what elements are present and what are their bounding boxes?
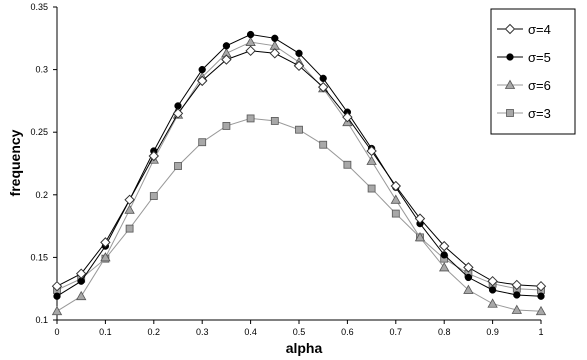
x-tick-label: 0.4: [244, 327, 257, 337]
data-point: [367, 184, 376, 193]
data-point: [76, 290, 87, 301]
data-point: [172, 108, 184, 119]
data-point: [414, 213, 426, 224]
data-point: [390, 180, 402, 192]
legend-item: σ=3: [497, 106, 551, 121]
data-point: [414, 232, 426, 242]
y-axis-title: frequency: [7, 129, 23, 196]
data-point: [174, 162, 182, 170]
data-point: [295, 125, 303, 134]
data-point: [270, 117, 279, 125]
data-point: [222, 42, 231, 50]
data-point: [366, 145, 377, 157]
x-tick-label: 0: [54, 327, 59, 337]
y-tick-label: 0.25: [30, 127, 48, 137]
legend-label: σ=4: [528, 22, 551, 37]
legend-marker: [506, 109, 514, 117]
data-point: [342, 111, 353, 123]
data-point: [511, 279, 523, 291]
data-point: [53, 292, 61, 300]
data-point: [343, 160, 352, 169]
data-point: [269, 48, 281, 59]
data-point: [317, 81, 329, 93]
data-point: [100, 252, 111, 262]
x-tick-label: 0.6: [341, 327, 354, 337]
data-point: [535, 305, 547, 316]
x-tick-label: 0.9: [486, 327, 499, 337]
data-point: [440, 251, 448, 259]
data-point: [390, 194, 401, 204]
data-point: [488, 286, 497, 294]
legend-label: σ=6: [528, 78, 551, 93]
legend-items: σ=4 σ=5 σ=6 σ=3: [497, 22, 551, 121]
data-point: [51, 305, 63, 316]
data-point: [293, 60, 305, 72]
legend-label: σ=5: [528, 50, 551, 65]
x-tick-label: 0.8: [438, 327, 451, 337]
data-point: [439, 262, 450, 272]
y-tick-label: 0.1: [35, 315, 48, 325]
data-point: [124, 204, 135, 214]
data-point: [511, 304, 522, 314]
data-point: [246, 114, 255, 123]
data-point: [125, 224, 134, 233]
legend-item: σ=5: [497, 50, 551, 65]
data-point: [319, 74, 327, 83]
data-point: [198, 65, 206, 74]
x-tick-label: 0.7: [390, 327, 403, 337]
data-point: [463, 262, 474, 273]
series-0: [51, 45, 547, 292]
data-point: [438, 240, 450, 252]
data-point: [245, 36, 256, 46]
data-point: [463, 284, 474, 294]
data-point: [295, 49, 303, 57]
x-axis-title: alpha: [286, 340, 323, 356]
data-point: [464, 273, 473, 282]
x-tick-label: 1: [538, 327, 543, 337]
data-point: [366, 155, 377, 165]
x-tick-label: 0.5: [293, 327, 306, 337]
data-point: [535, 280, 547, 292]
data-point: [149, 192, 158, 200]
data-point: [319, 140, 328, 149]
data-point: [222, 122, 231, 130]
data-point: [487, 298, 498, 308]
data-point: [148, 150, 160, 162]
legend-marker: [506, 53, 514, 61]
data-point: [271, 34, 279, 42]
x-ticks: 0 0.1 0.2 0.3 0.4 0.5 0.6 0.7 0.8 0.9 1: [54, 320, 544, 337]
data-point: [245, 45, 256, 57]
data-point: [221, 54, 232, 65]
data-point: [487, 275, 498, 287]
legend-item: σ=6: [497, 78, 551, 93]
data-point: [246, 30, 255, 39]
data-point: [51, 280, 63, 292]
data-point: [124, 194, 135, 206]
y-tick-label: 0.35: [30, 2, 48, 12]
data-point: [75, 268, 87, 279]
legend-label: σ=3: [528, 106, 551, 121]
legend: σ=4 σ=5 σ=6 σ=3: [490, 8, 576, 135]
x-tick-label: 0.2: [148, 327, 161, 337]
plot-area: 0 0.1 0.2 0.3 0.4 0.5 0.6 0.7 0.8 0.9 1 0.1 0.15 0.2…: [30, 2, 547, 337]
data-point: [391, 209, 400, 218]
x-tick-label: 0.1: [99, 327, 112, 337]
legend-marker: [504, 23, 516, 35]
data-point: [198, 138, 207, 147]
x-tick-label: 0.3: [196, 327, 209, 337]
data-point: [513, 291, 521, 299]
y-tick-label: 0.2: [35, 190, 48, 200]
series-layer: [51, 30, 547, 316]
y-tick-label: 0.3: [35, 65, 48, 75]
y-tick-label: 0.15: [30, 252, 48, 262]
data-point: [196, 75, 208, 87]
data-point: [100, 237, 111, 248]
y-ticks: 0.1 0.15 0.2 0.25 0.3 0.35: [30, 2, 57, 325]
legend-marker: [504, 79, 516, 89]
data-point: [537, 292, 545, 300]
legend-item: σ=4: [497, 22, 551, 37]
